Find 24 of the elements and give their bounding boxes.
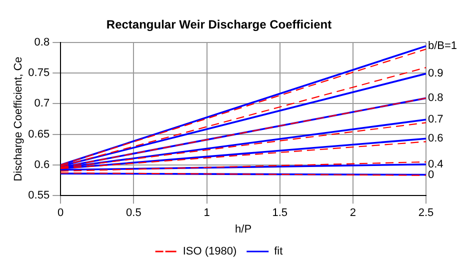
y-tick-label: 0.65 bbox=[28, 128, 50, 140]
x-tick-label: 2 bbox=[350, 207, 356, 220]
y-tick-label: 0.8 bbox=[34, 36, 50, 48]
x-tick-label: 1.5 bbox=[272, 207, 288, 220]
text: 0.8 bbox=[428, 92, 444, 104]
y-tick-label: 0.6 bbox=[34, 158, 50, 171]
text: 0.6 bbox=[428, 132, 444, 145]
legend-label: fit bbox=[274, 246, 283, 258]
text: 0 bbox=[428, 168, 434, 181]
legend-label: ISO (1980) bbox=[182, 246, 237, 258]
x-axis-title: h/P bbox=[235, 223, 252, 236]
x-tick-label: 0 bbox=[58, 207, 64, 220]
x-tick-label: 1 bbox=[204, 207, 210, 220]
y-tick-label: 0.55 bbox=[28, 190, 50, 202]
y-tick-label: 0.75 bbox=[28, 67, 50, 80]
text: b/B=1 bbox=[428, 40, 458, 52]
y-axis-title: Discharge Coefficient, Ce bbox=[12, 56, 25, 182]
text: 0.7 bbox=[428, 114, 444, 126]
text: 0.4 bbox=[428, 158, 444, 170]
x-tick-label: 0.5 bbox=[126, 207, 142, 220]
chart-title: Rectangular Weir Discharge Coefficient bbox=[106, 18, 332, 32]
y-tick-label: 0.7 bbox=[34, 98, 50, 110]
x-tick-label: 2.5 bbox=[418, 207, 434, 220]
text: 0.9 bbox=[428, 68, 444, 80]
